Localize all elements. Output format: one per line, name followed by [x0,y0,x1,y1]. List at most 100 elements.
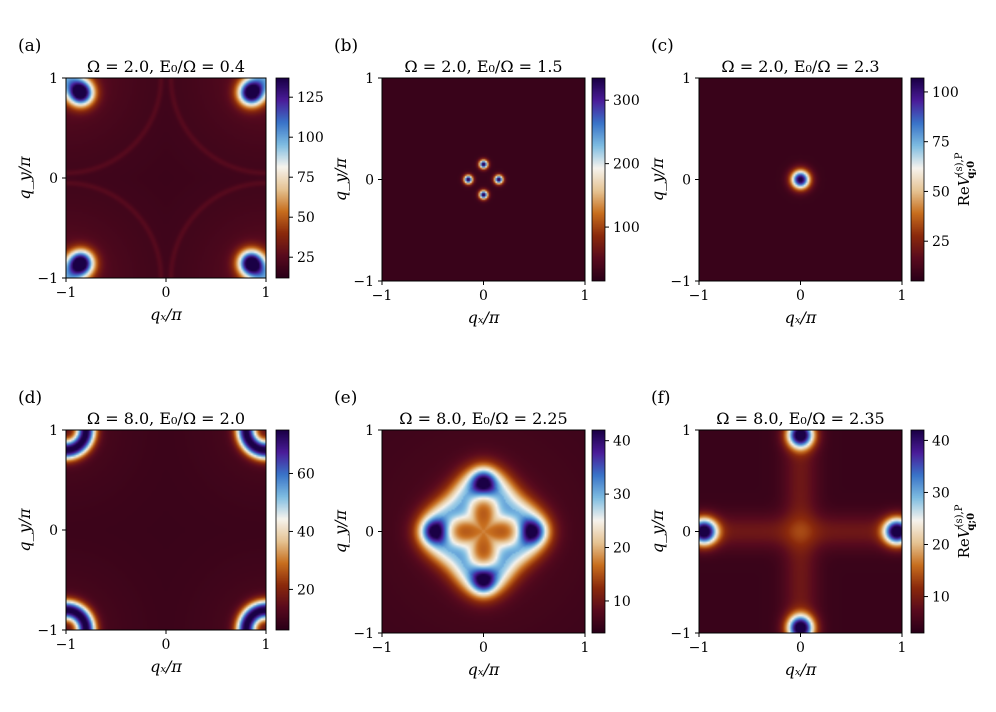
colorbar-tick-label: 60 [297,466,315,482]
y-tick-label: 0 [49,523,58,539]
colorbar-frame [591,77,606,282]
y-tick-label: 1 [365,71,374,87]
y-tick-label: −1 [353,626,374,642]
colorbar-tick-label: 10 [932,590,950,606]
colorbar [592,78,605,281]
colorbar [592,430,605,633]
y-tick-label: 1 [49,423,58,439]
x-tick-label: 1 [262,285,271,301]
x-tick-label: 0 [162,637,171,653]
colorbar-label: ReV(s),Pq;0 [954,152,977,206]
y-tick-label: 0 [682,173,691,189]
colorbar-tick-label: 75 [297,170,315,186]
y-tick-label: 0 [49,171,58,187]
colorbar-tick-label: 25 [297,250,315,266]
y-tick-label: 1 [682,71,691,87]
colorbar-label: ReV(s),Pq;0 [954,504,977,558]
panel-f: (f) Ω = 8.0, E₀/Ω = 2.35 −1 0 1 −1 0 1 qₓ/π q_y/π… [648,388,977,679]
colorbar-tick-label: 20 [297,582,315,598]
panel-tag: (a) [18,36,41,56]
colorbar-tick-label: 100 [613,220,640,236]
colorbar-tick-label: 40 [932,433,950,449]
y-tick-label: 0 [682,525,691,541]
x-axis-label: qₓ/π [468,308,500,327]
colorbar-tick-label: 30 [613,487,631,503]
heatmap-image [699,78,902,281]
colorbar-tick-label: 40 [297,524,315,540]
heatmap-image [382,78,585,281]
panel-d: (d) Ω = 8.0, E₀/Ω = 2.0 −1 0 1 −1 0 1 qₓ/π q_y/π 2… [15,388,315,676]
y-tick-label: −1 [37,623,58,639]
colorbar-tick-label: 20 [932,538,950,554]
panel-tag: (e) [334,388,357,408]
y-axis-label: q_y/π [331,509,350,553]
panel-tag: (d) [18,388,42,408]
panel-e: (e) Ω = 8.0, E₀/Ω = 2.25 −1 0 1 −1 0 1 qₓ/π q_y/π… [331,388,631,679]
heatmap-image [66,78,266,278]
panel-a: (a) Ω = 2.0, E₀/Ω = 0.4 −1 0 1 −1 0 1 qₓ/π q_y/π 2… [15,36,324,324]
colorbar-tick-label: 300 [613,93,640,109]
panel-tag: (f) [651,388,671,408]
y-tick-label: 1 [682,423,691,439]
x-tick-label: 1 [262,637,271,653]
panel-title: Ω = 2.0, E₀/Ω = 0.4 [87,57,245,76]
x-tick-label: −1 [372,640,393,656]
colorbar-tick-label: 200 [613,157,640,173]
x-axis-label: qₓ/π [150,305,182,324]
colorbar-tick-label: 20 [613,541,631,557]
x-tick-label: 1 [898,288,907,304]
y-axis-label: q_y/π [15,508,34,552]
panel-title: Ω = 2.0, E₀/Ω = 2.3 [721,57,879,76]
x-tick-label: 1 [581,640,590,656]
colorbar-tick-label: 125 [297,90,324,106]
colorbar [276,430,289,630]
y-tick-label: 0 [365,525,374,541]
panel-tag: (c) [651,36,674,56]
colorbar-tick-label: 100 [932,85,959,101]
x-axis-label: qₓ/π [785,308,817,327]
x-tick-label: −1 [689,640,710,656]
x-axis-label: qₓ/π [468,660,500,679]
colorbar [276,78,289,278]
x-tick-label: −1 [56,285,77,301]
colorbar-frame [275,77,290,279]
colorbar-tick-label: 100 [297,130,324,146]
heatmap-image [699,430,902,633]
y-tick-label: 1 [49,71,58,87]
x-tick-label: −1 [689,288,710,304]
colorbar-frame [275,429,290,631]
panel-tag: (b) [334,36,358,56]
panel-c: (c) Ω = 2.0, E₀/Ω = 2.3 −1 0 1 −1 0 1 qₓ/π q_y/π 2… [648,36,977,327]
x-tick-label: 1 [581,288,590,304]
x-axis-label: qₓ/π [150,657,182,676]
colorbar-tick-label: 30 [932,485,950,501]
y-tick-label: 0 [365,173,374,189]
y-tick-label: 1 [365,423,374,439]
colorbar-tick-label: 50 [932,184,950,200]
x-tick-label: 0 [479,288,488,304]
x-tick-label: 1 [898,640,907,656]
y-axis-label: q_y/π [331,157,350,201]
colorbar [911,78,924,281]
colorbar-tick-label: 25 [932,234,950,250]
y-tick-label: −1 [353,274,374,290]
x-tick-label: 0 [479,640,488,656]
x-tick-label: 0 [796,640,805,656]
colorbar-frame [910,429,925,634]
panel-title: Ω = 8.0, E₀/Ω = 2.25 [399,409,567,428]
colorbar-frame [910,77,925,282]
x-tick-label: −1 [372,288,393,304]
colorbar [911,430,924,633]
heatmap-image [66,430,266,630]
colorbar-tick-label: 40 [613,434,631,450]
x-axis-label: qₓ/π [785,660,817,679]
y-axis-label: q_y/π [648,157,667,201]
panel-title: Ω = 8.0, E₀/Ω = 2.0 [87,409,245,428]
colorbar-frame [591,429,606,634]
y-axis-label: q_y/π [648,509,667,553]
panel-title: Ω = 2.0, E₀/Ω = 1.5 [404,57,562,76]
x-tick-label: 0 [796,288,805,304]
colorbar-tick-label: 10 [613,594,631,610]
y-tick-label: −1 [670,274,691,290]
